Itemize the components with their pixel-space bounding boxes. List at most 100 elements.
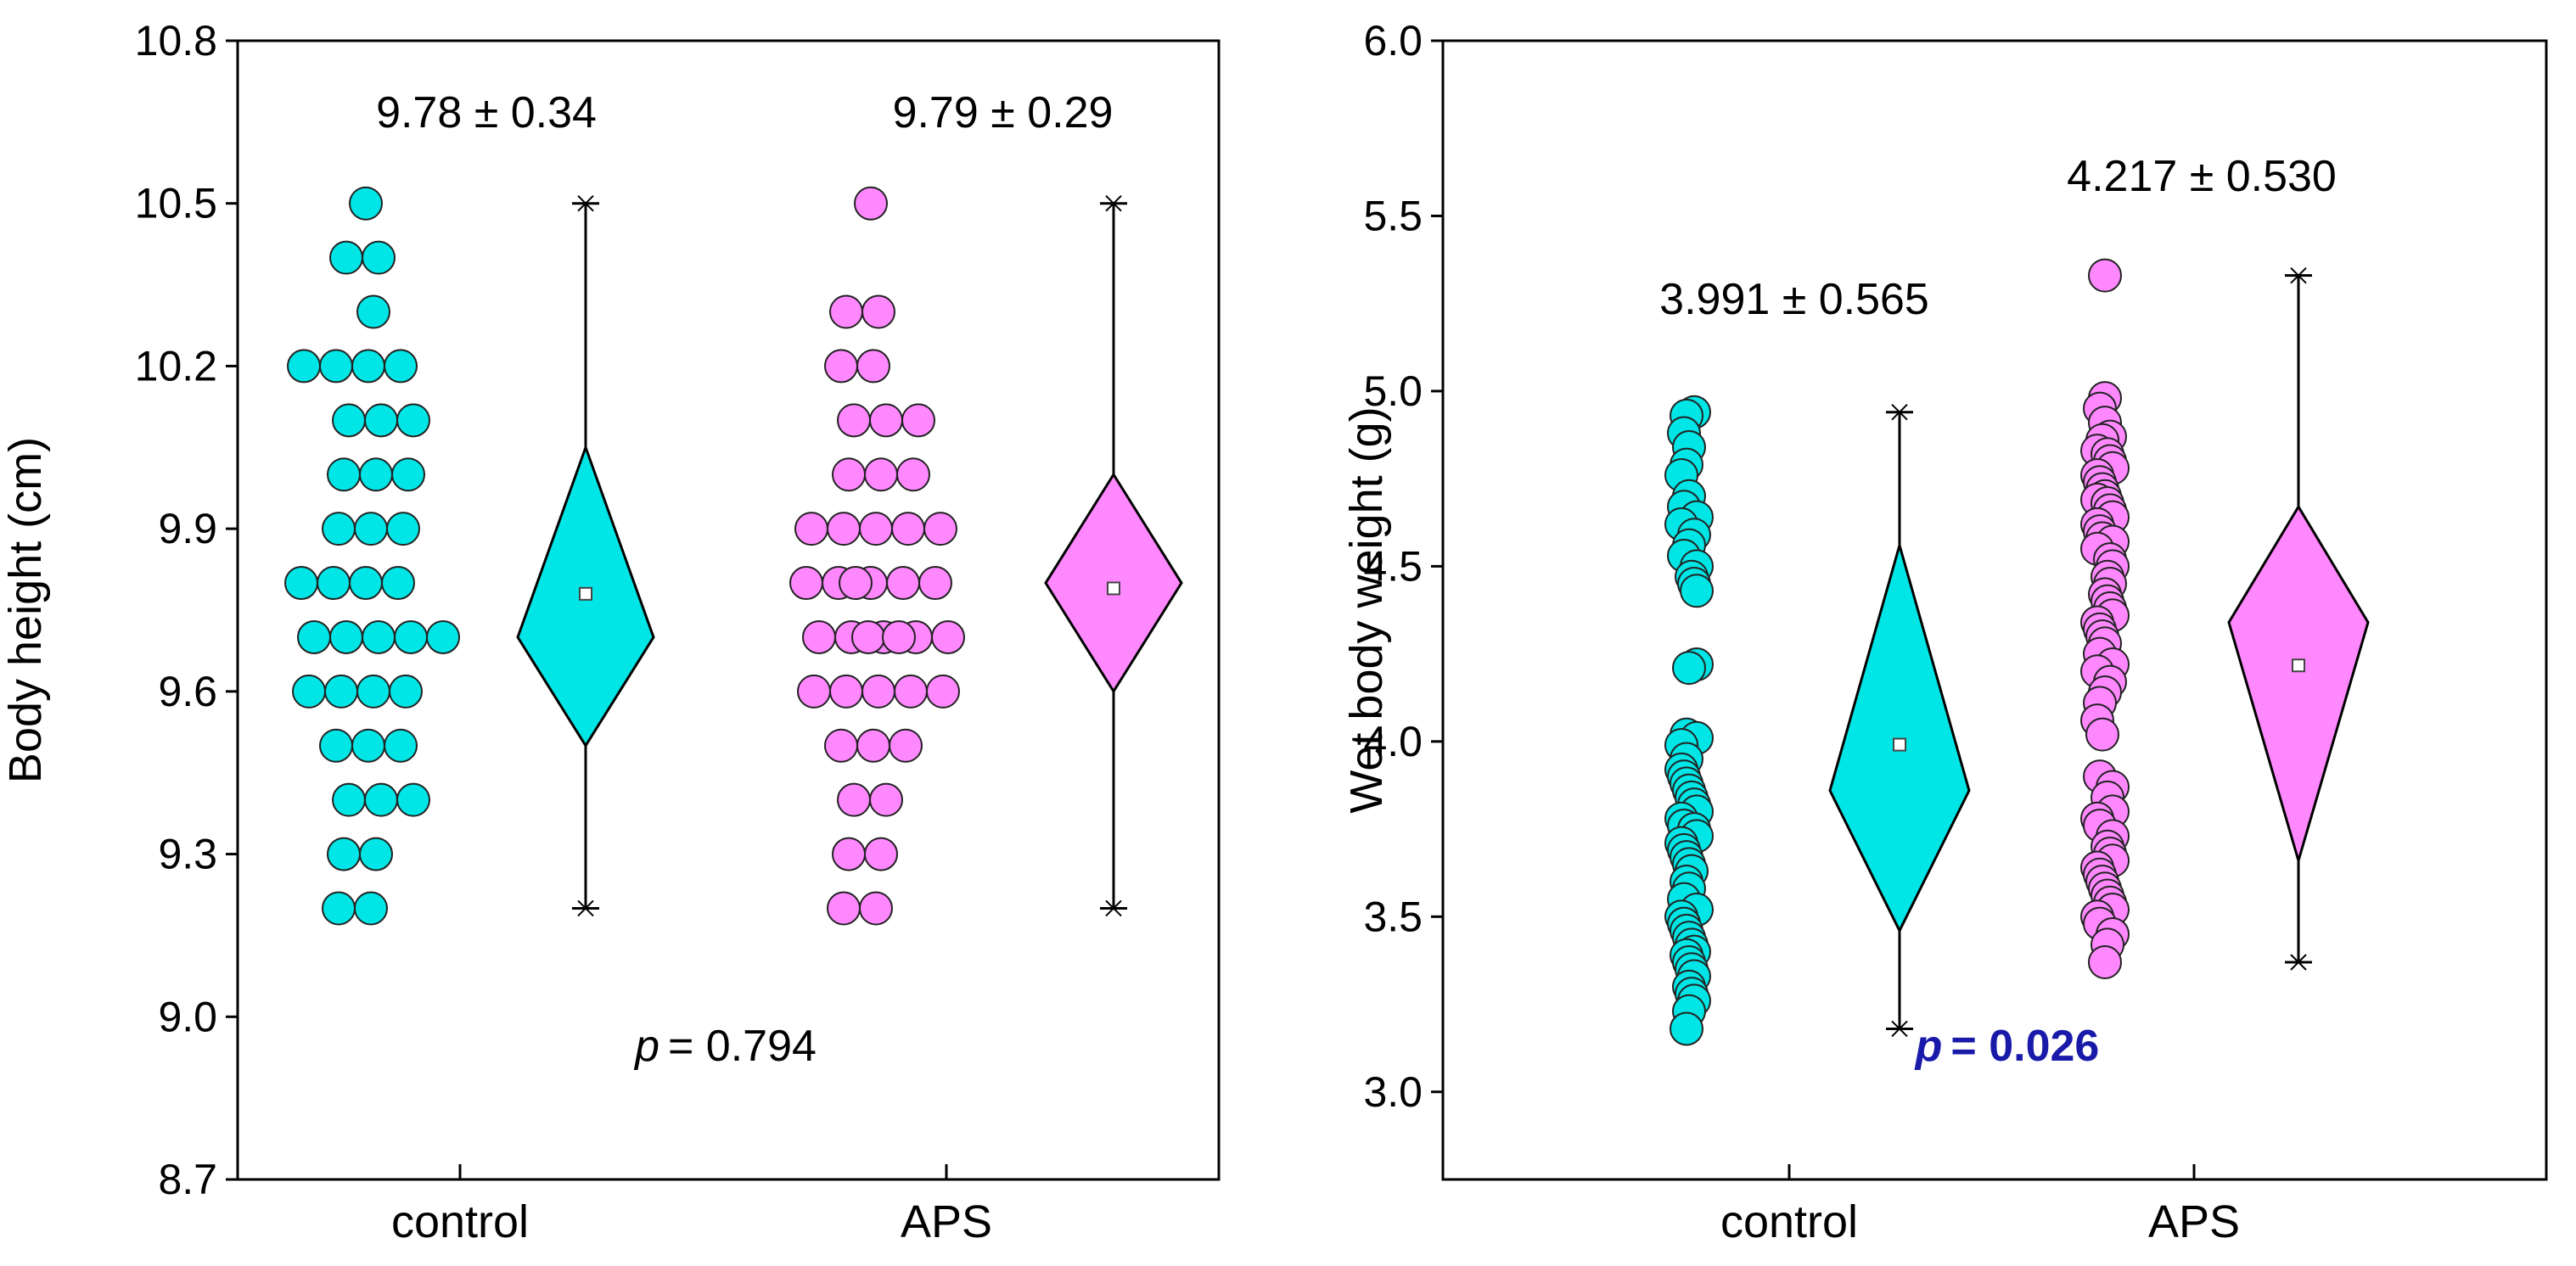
data-point xyxy=(2088,944,2122,979)
p-value: = 0.794 xyxy=(668,1022,817,1071)
p-value-label: p = 0.794 xyxy=(633,1022,817,1071)
data-point xyxy=(322,891,356,926)
data-point xyxy=(396,782,430,817)
data-point xyxy=(869,782,903,817)
data-point xyxy=(832,837,866,871)
plot-frame xyxy=(236,39,1221,1181)
data-point xyxy=(851,619,885,654)
mean-marker xyxy=(2292,658,2305,673)
y-tick-label: 9.6 xyxy=(158,668,217,715)
data-point xyxy=(332,782,366,817)
y-tick-label: 5.5 xyxy=(1363,192,1423,239)
data-point xyxy=(824,349,858,384)
data-point xyxy=(869,403,903,438)
data-point xyxy=(297,619,331,654)
data-point xyxy=(332,403,366,438)
data-point xyxy=(396,403,430,438)
data-point xyxy=(327,837,361,871)
data-point xyxy=(859,512,893,546)
data-point xyxy=(364,782,398,817)
y-tick-label: 4.5 xyxy=(1363,542,1423,590)
y-tick-label: 5.0 xyxy=(1363,367,1423,415)
data-point xyxy=(319,728,353,763)
p-value: = 0.026 xyxy=(1950,1022,2099,1071)
data-point xyxy=(354,512,388,546)
data-point xyxy=(351,728,385,763)
mean-marker xyxy=(579,586,592,601)
data-point xyxy=(827,512,861,546)
data-point xyxy=(856,349,890,384)
y-tick-label: 10.8 xyxy=(135,17,217,64)
data-point xyxy=(829,294,863,329)
data-point xyxy=(797,674,831,709)
data-point xyxy=(827,891,861,926)
data-point xyxy=(839,566,873,601)
data-point xyxy=(351,349,385,384)
whisker-cap-mark xyxy=(577,195,594,212)
whisker-cap-mark xyxy=(577,899,594,917)
p-symbol: p xyxy=(1914,1022,1943,1071)
data-point xyxy=(832,457,866,492)
data-point xyxy=(894,674,928,709)
data-point xyxy=(349,186,383,221)
data-point xyxy=(1670,1011,1703,1046)
y-tick-label: 4.0 xyxy=(1363,718,1423,765)
data-point xyxy=(356,674,390,709)
data-point xyxy=(329,240,363,275)
data-point xyxy=(794,512,828,546)
y-axis-title: Wet body weight (g) xyxy=(1341,406,1392,813)
data-point xyxy=(391,457,425,492)
data-point xyxy=(292,674,326,709)
data-point xyxy=(327,457,361,492)
data-point xyxy=(837,403,871,438)
data-point xyxy=(362,240,396,275)
data-point xyxy=(319,349,353,384)
data-point xyxy=(384,349,418,384)
data-point xyxy=(789,566,823,601)
whisker-cap-mark xyxy=(2290,266,2307,284)
data-point xyxy=(384,728,418,763)
data-point xyxy=(926,674,960,709)
data-point xyxy=(426,619,460,654)
data-point xyxy=(882,619,916,654)
data-point xyxy=(861,294,895,329)
x-category-label: control xyxy=(391,1196,529,1247)
mean-sd-label: 4.217 ± 0.530 xyxy=(2067,152,2337,201)
data-point xyxy=(854,186,888,221)
y-axis-title: Body height (cm) xyxy=(0,437,51,783)
data-point xyxy=(918,566,952,601)
y-tick-label: 9.0 xyxy=(158,993,217,1040)
data-point xyxy=(356,294,390,329)
y-tick-label: 6.0 xyxy=(1363,17,1423,64)
data-point xyxy=(364,403,398,438)
data-point xyxy=(329,619,363,654)
mean-marker xyxy=(1107,581,1120,596)
data-point xyxy=(389,674,423,709)
y-tick-label: 10.2 xyxy=(135,342,217,389)
y-tick-label: 10.5 xyxy=(135,180,217,227)
x-category-label: APS xyxy=(901,1196,992,1247)
p-value-label: p = 0.026 xyxy=(1914,1022,2100,1071)
data-point xyxy=(1672,651,1706,686)
y-tick-label: 3.0 xyxy=(1363,1068,1423,1116)
data-point xyxy=(284,566,318,601)
data-point xyxy=(861,674,895,709)
data-point xyxy=(856,728,890,763)
data-point xyxy=(287,349,321,384)
data-point xyxy=(901,403,935,438)
wet-body-weight-panel: 3.0 3.5 4.0 4.5 5.0 5.5 6.0 Wet body weight (g)… xyxy=(1341,17,2548,1247)
data-point xyxy=(386,512,420,546)
data-point xyxy=(859,891,893,926)
whisker-cap-mark xyxy=(1105,899,1122,917)
data-point xyxy=(317,566,351,601)
x-category-label: control xyxy=(1720,1196,1858,1247)
data-point xyxy=(889,728,923,763)
x-category-label: APS xyxy=(2148,1196,2240,1247)
data-point xyxy=(923,512,957,546)
data-point xyxy=(864,457,898,492)
p-symbol: p xyxy=(633,1022,659,1071)
whisker-cap-mark xyxy=(1105,195,1122,212)
data-point xyxy=(886,566,920,601)
data-point xyxy=(824,728,858,763)
mean-diamond xyxy=(2227,504,2370,865)
